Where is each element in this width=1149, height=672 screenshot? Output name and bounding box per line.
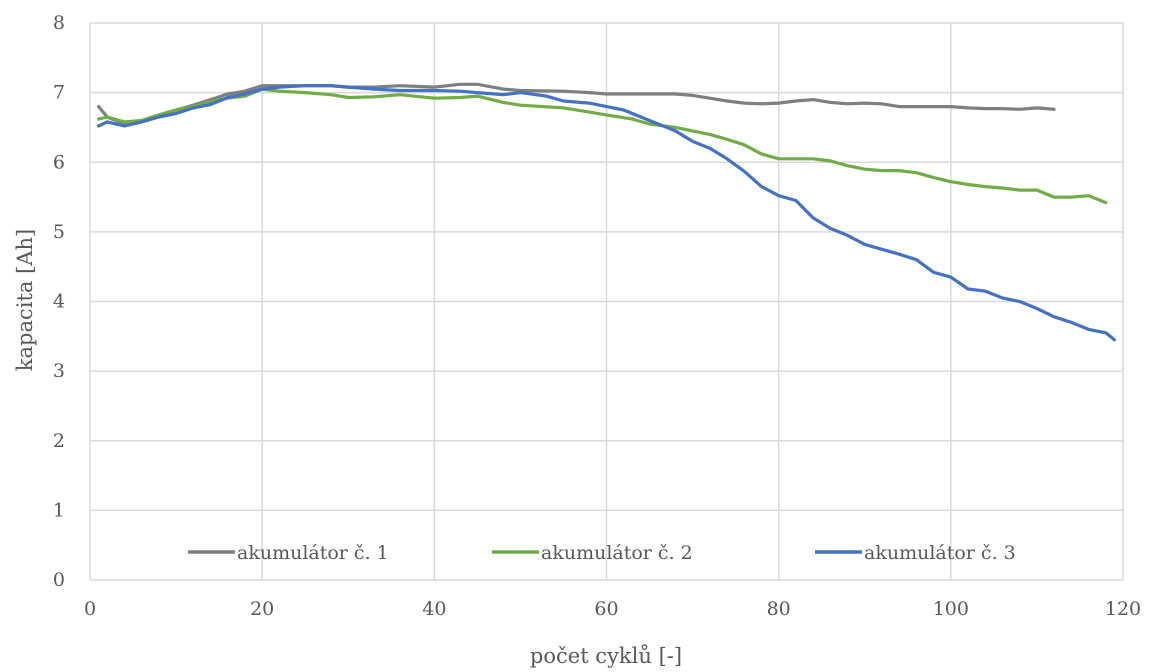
x-tick-label: 100 [933, 598, 969, 620]
x-tick-label: 20 [250, 598, 274, 620]
y-axis-title: kapacita [Ah] [13, 229, 37, 371]
y-tick-label: 5 [53, 221, 65, 243]
x-tick-label: 120 [1105, 598, 1141, 620]
y-tick-label: 7 [53, 82, 65, 104]
x-tick-label: 40 [422, 598, 446, 620]
legend: akumulátor č. 1 akumulátor č. 2 akumulátor… [188, 542, 1016, 564]
x-axis-title: počet cyklů [-] [530, 644, 682, 668]
y-tick-label: 1 [53, 499, 65, 521]
series-line-1 [96, 82, 1056, 126]
series-line-3 [96, 84, 1117, 342]
x-tick-label: 80 [767, 598, 791, 620]
legend-label-1: akumulátor č. 1 [237, 542, 389, 564]
y-tick-label: 0 [53, 569, 65, 591]
x-tick-label: 60 [594, 598, 618, 620]
y-tick-label: 6 [53, 151, 65, 173]
y-tick-label: 2 [53, 430, 65, 452]
y-tick-label: 4 [53, 291, 65, 313]
y-axis-ticks: 0 1 2 3 4 5 6 7 8 [53, 12, 65, 591]
y-tick-label: 3 [53, 360, 65, 382]
series-lines [96, 82, 1117, 342]
series-line-2 [96, 87, 1108, 205]
legend-label-3: akumulátor č. 3 [864, 542, 1016, 564]
gridlines [89, 22, 1124, 581]
y-tick-label: 8 [53, 12, 65, 34]
x-tick-label: 0 [84, 598, 96, 620]
legend-label-2: akumulátor č. 2 [541, 542, 693, 564]
x-axis-ticks: 0 20 40 60 80 100 120 [84, 598, 1141, 620]
